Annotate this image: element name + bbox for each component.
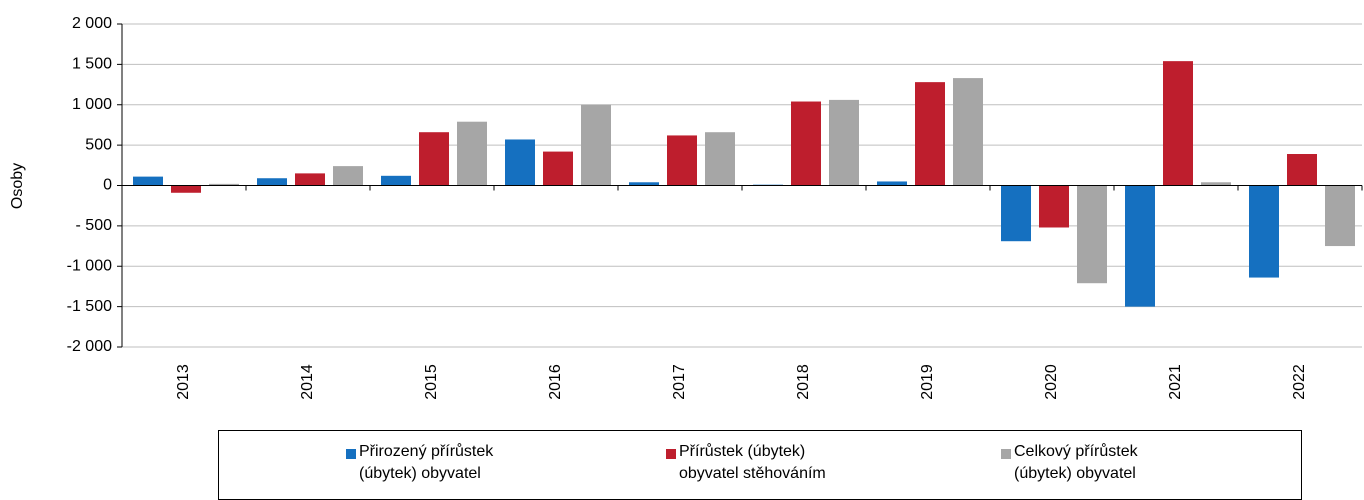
bar (1077, 185, 1107, 284)
x-tick-label: 2017 (671, 364, 688, 400)
bar (295, 173, 325, 186)
bar (1001, 185, 1031, 242)
y-axis-label: Osoby (9, 163, 26, 209)
y-tick-label: 1 000 (72, 96, 112, 113)
bar (1039, 185, 1069, 228)
y-tick-label: 1 500 (72, 56, 112, 73)
bar (1249, 185, 1279, 278)
bar (667, 135, 697, 186)
x-tick-label: 2015 (423, 364, 440, 400)
x-tick-label: 2018 (795, 364, 812, 400)
x-tick-label: 2013 (175, 364, 192, 400)
legend: Přirozený přírůstek (úbytek) obyvatel Pří… (218, 430, 1302, 500)
bar (629, 182, 659, 186)
y-tick-label: -2 000 (67, 338, 112, 355)
bar (505, 139, 535, 186)
x-tick-label: 2014 (299, 364, 316, 400)
bar (1163, 61, 1193, 186)
bar (1287, 154, 1317, 186)
bar (171, 185, 201, 193)
bar (953, 78, 983, 186)
y-tick-label: -1 000 (67, 257, 112, 274)
bar (209, 183, 239, 186)
bar (543, 151, 573, 186)
bar (915, 82, 945, 186)
bar (581, 104, 611, 186)
bar (829, 99, 859, 186)
x-tick-label: 2020 (1043, 364, 1060, 400)
bar (1201, 182, 1231, 186)
bar (791, 101, 821, 186)
y-tick-label: 500 (85, 136, 112, 153)
y-tick-label: -1 500 (67, 298, 112, 315)
y-tick-label: - 500 (76, 217, 113, 234)
legend-swatch (1001, 449, 1011, 459)
bar (705, 132, 735, 186)
bar (257, 178, 287, 186)
bar (877, 181, 907, 186)
y-tick-label: 0 (103, 177, 112, 194)
bar (1125, 185, 1155, 307)
bar (457, 121, 487, 186)
legend-swatch (346, 449, 356, 459)
bar (1325, 185, 1355, 247)
x-tick-label: 2019 (919, 364, 936, 400)
legend-label: Přírůstek (úbytek) obyvatel stěhováním (679, 443, 826, 482)
bar (381, 175, 411, 186)
legend-label: Celkový přírůstek (úbytek) obyvatel (1014, 443, 1138, 482)
legend-swatch (666, 449, 676, 459)
bar (333, 166, 363, 186)
x-tick-label: 2021 (1167, 364, 1184, 400)
bar (133, 176, 163, 186)
bar (419, 132, 449, 186)
x-tick-label: 2022 (1291, 364, 1308, 400)
y-tick-label: 2 000 (72, 15, 112, 32)
legend-label: Přirozený přírůstek (úbytek) obyvatel (359, 443, 494, 482)
x-tick-label: 2016 (547, 364, 564, 400)
